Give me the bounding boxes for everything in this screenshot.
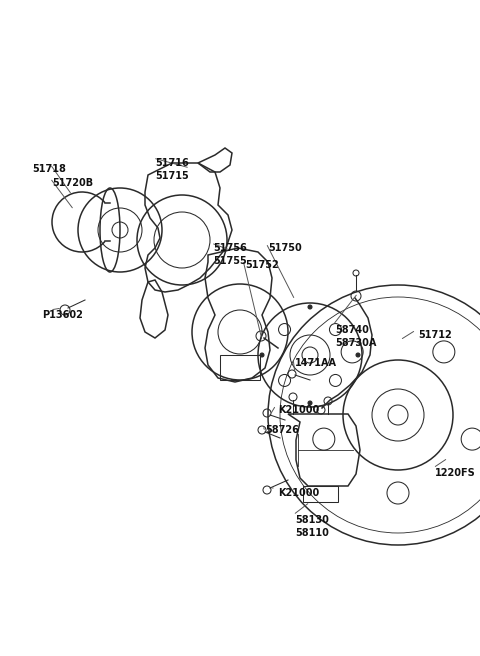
Text: 58730A: 58730A bbox=[335, 338, 376, 348]
Text: P13602: P13602 bbox=[42, 310, 83, 320]
Circle shape bbox=[260, 353, 264, 357]
Text: 51755: 51755 bbox=[213, 256, 247, 266]
Text: K21000: K21000 bbox=[278, 405, 319, 415]
Text: K21000: K21000 bbox=[278, 488, 319, 498]
Text: 51750: 51750 bbox=[268, 243, 302, 253]
Text: 1471AA: 1471AA bbox=[295, 358, 337, 368]
Text: 51716: 51716 bbox=[155, 158, 189, 168]
Text: 58726: 58726 bbox=[265, 425, 299, 435]
Text: 1220FS: 1220FS bbox=[435, 468, 476, 478]
Text: 51752: 51752 bbox=[245, 260, 279, 270]
Text: 58110: 58110 bbox=[295, 528, 329, 538]
Text: 58740: 58740 bbox=[335, 325, 369, 335]
Text: 58130: 58130 bbox=[295, 515, 329, 525]
Circle shape bbox=[308, 401, 312, 405]
Text: 51756: 51756 bbox=[213, 243, 247, 253]
Text: 51715: 51715 bbox=[155, 171, 189, 181]
Circle shape bbox=[356, 353, 360, 357]
Text: 51720B: 51720B bbox=[52, 178, 93, 188]
Text: 51718: 51718 bbox=[32, 164, 66, 174]
Text: 51712: 51712 bbox=[418, 330, 452, 340]
Circle shape bbox=[308, 305, 312, 309]
